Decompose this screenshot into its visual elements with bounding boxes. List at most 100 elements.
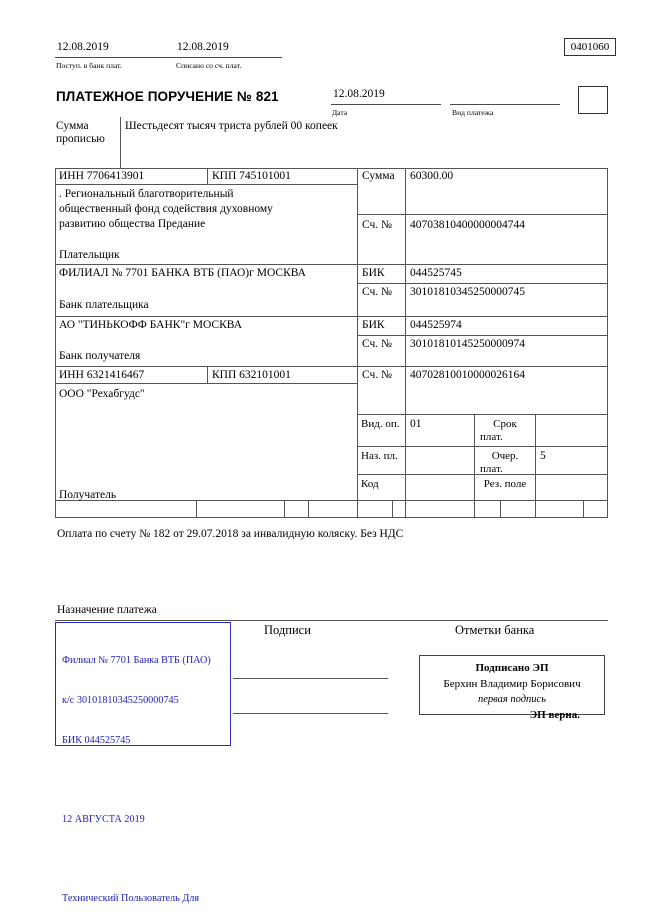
codes-divider-6 (583, 501, 584, 517)
table-line-payer-bank-bottom (55, 316, 608, 317)
date-value: 12.08.2019 (333, 88, 385, 100)
payer-bank-bik-value: 044525745 (410, 267, 462, 279)
payer-bank-account-value: 30101810345250000745 (410, 286, 525, 298)
table-line-above-vidop (357, 414, 608, 415)
page-title: ПЛАТЕЖНОЕ ПОРУЧЕНИЕ № 821 (56, 89, 279, 104)
payer-bank-bik-label: БИК (362, 267, 385, 279)
stamp-line-1: Филиал № 7701 Банка ВТБ (ПАО) (62, 655, 211, 667)
purpose-text: Оплата по счету № 182 от 29.07.2018 за и… (57, 528, 404, 540)
stamp-line-2: к/с 30101810345250000745 (62, 695, 179, 707)
table-label-col-divider (405, 168, 406, 517)
payee-inn: ИНН 6321416467 (59, 369, 145, 381)
codes-divider-3 (308, 501, 309, 517)
codes-divider-4 (392, 501, 393, 517)
payee-caption: Получатель (59, 489, 117, 501)
table-border-right (607, 168, 608, 517)
payer-name-line3: развитию общества Предание (59, 218, 206, 230)
payer-inn: ИНН 7706413901 (59, 170, 145, 182)
payer-inn-kpp-divider (207, 168, 208, 184)
table-border-left (55, 168, 56, 517)
written-off-date-label: Списано со сч. плат. (176, 61, 242, 70)
table-line-top (55, 168, 608, 169)
payer-bank-caption: Банк плательщика (59, 299, 149, 311)
electronic-bank-stamp: Филиал № 7701 Банка ВТБ (ПАО) к/с 301018… (55, 622, 231, 904)
payer-caption: Плательщик (59, 249, 120, 261)
payee-bank-account-label: Сч. № (362, 338, 393, 350)
payer-name-line1: . Региональный благотворительный (59, 188, 234, 200)
form-code: 0401060 (564, 38, 616, 56)
signer-name: Берхин Владимир Борисович (443, 678, 581, 690)
amount-value: 60300.00 (410, 170, 454, 182)
kod-label: Код (361, 478, 379, 490)
table-line-payer-bottom (55, 264, 608, 265)
payee-kpp: КПП 632101001 (212, 369, 291, 381)
payer-account-value: 40703810400000004744 (410, 219, 525, 231)
naz-pl-label: Наз. пл. (361, 450, 398, 462)
opgrid-line-1 (357, 446, 608, 447)
table-line-payee-caption-bottom (55, 500, 608, 501)
vid-op-value: 01 (410, 418, 422, 430)
payee-account-label: Сч. № (362, 369, 393, 381)
amount-label: Сумма (362, 170, 395, 182)
table-line-codes-bottom (55, 517, 608, 518)
received-date-label: Поступ. в банк плат. (56, 61, 122, 70)
payer-kpp: КПП 745101001 (212, 170, 291, 182)
payer-name-line2: общественный фонд содействия духовному (59, 203, 273, 215)
payee-account-value: 40702810010000026164 (410, 369, 525, 381)
payee-bank-account-value: 30101810145250000974 (410, 338, 525, 350)
srok-plat-label-line2: плат. (480, 431, 503, 443)
payee-name: ООО "Рехабгудс" (59, 388, 145, 400)
table-line-payerbank-bik-bottom (357, 283, 608, 284)
opgrid-line-2 (357, 474, 608, 475)
signature-line-1[interactable] (233, 678, 388, 679)
payee-inn-kpp-divider (207, 366, 208, 383)
codes-divider-5 (500, 501, 501, 517)
vid-op-label: Вид. оп. (361, 418, 400, 430)
amount-words-label-line2: прописью (56, 133, 105, 145)
signatures-label: Подписи (264, 623, 311, 637)
ocher-plat-value: 5 (540, 450, 546, 462)
payee-bank-name: АО "ТИНЬКОФФ БАНК"г МОСКВА (59, 319, 243, 331)
date-rule (331, 104, 441, 106)
payment-kind-box[interactable] (578, 86, 608, 114)
stamp-line-4: 12 АВГУСТА 2019 (62, 813, 145, 825)
opgrid-divider-right (535, 414, 536, 517)
table-line-payee-bank-bottom (55, 366, 608, 367)
stamp-gap-2 (62, 852, 224, 865)
written-off-date-value: 12.08.2019 (177, 41, 229, 53)
stamp-line-5: Технический Пользователь Для (62, 892, 200, 904)
rez-pole-label: Рез. поле (483, 478, 527, 490)
purpose-caption: Назначение платежа (57, 604, 157, 616)
srok-plat-label-line1: Срок (493, 418, 517, 430)
ocher-plat-label-line2: плат. (480, 463, 503, 475)
bank-marks-label: Отметки банка (455, 623, 535, 637)
amount-words-value: Шестьдесят тысяч триста рублей 00 копеек (125, 120, 338, 132)
table-line-amount-bottom (357, 214, 608, 215)
verified-label: ЭП верна. (529, 709, 580, 721)
stamp-gap-1 (62, 773, 224, 786)
stamp-line-3: БИК 044525745 (62, 734, 131, 746)
table-line-payeebank-bik-bottom (357, 335, 608, 336)
signed-label: Подписано ЭП (475, 662, 549, 674)
amount-words-divider (120, 117, 121, 169)
codes-divider-1 (196, 501, 197, 517)
amount-words-label-line1: Сумма (56, 120, 89, 132)
opgrid-divider-mid (474, 414, 475, 517)
payment-kind-label: Вид платежа (452, 108, 494, 117)
payee-bank-bik-value: 044525974 (410, 319, 462, 331)
received-date-value: 12.08.2019 (57, 41, 109, 53)
written-off-date-rule (175, 57, 282, 59)
ocher-plat-label-line1: Очер. (491, 450, 519, 462)
table-line-payer-inn-bottom (55, 184, 357, 185)
table-line-payee-inn-bottom (55, 383, 357, 384)
purpose-bottom-rule (55, 620, 608, 621)
table-mid-divider (357, 168, 358, 517)
date-label: Дата (332, 108, 348, 117)
signature-role: первая подпись (477, 694, 546, 705)
payer-bank-account-label: Сч. № (362, 286, 393, 298)
payment-kind-rule (450, 104, 560, 106)
payer-account-label: Сч. № (362, 219, 393, 231)
payer-bank-name: ФИЛИАЛ № 7701 БАНКА ВТБ (ПАО)г МОСКВА (59, 267, 306, 279)
signature-line-2[interactable] (233, 713, 388, 714)
